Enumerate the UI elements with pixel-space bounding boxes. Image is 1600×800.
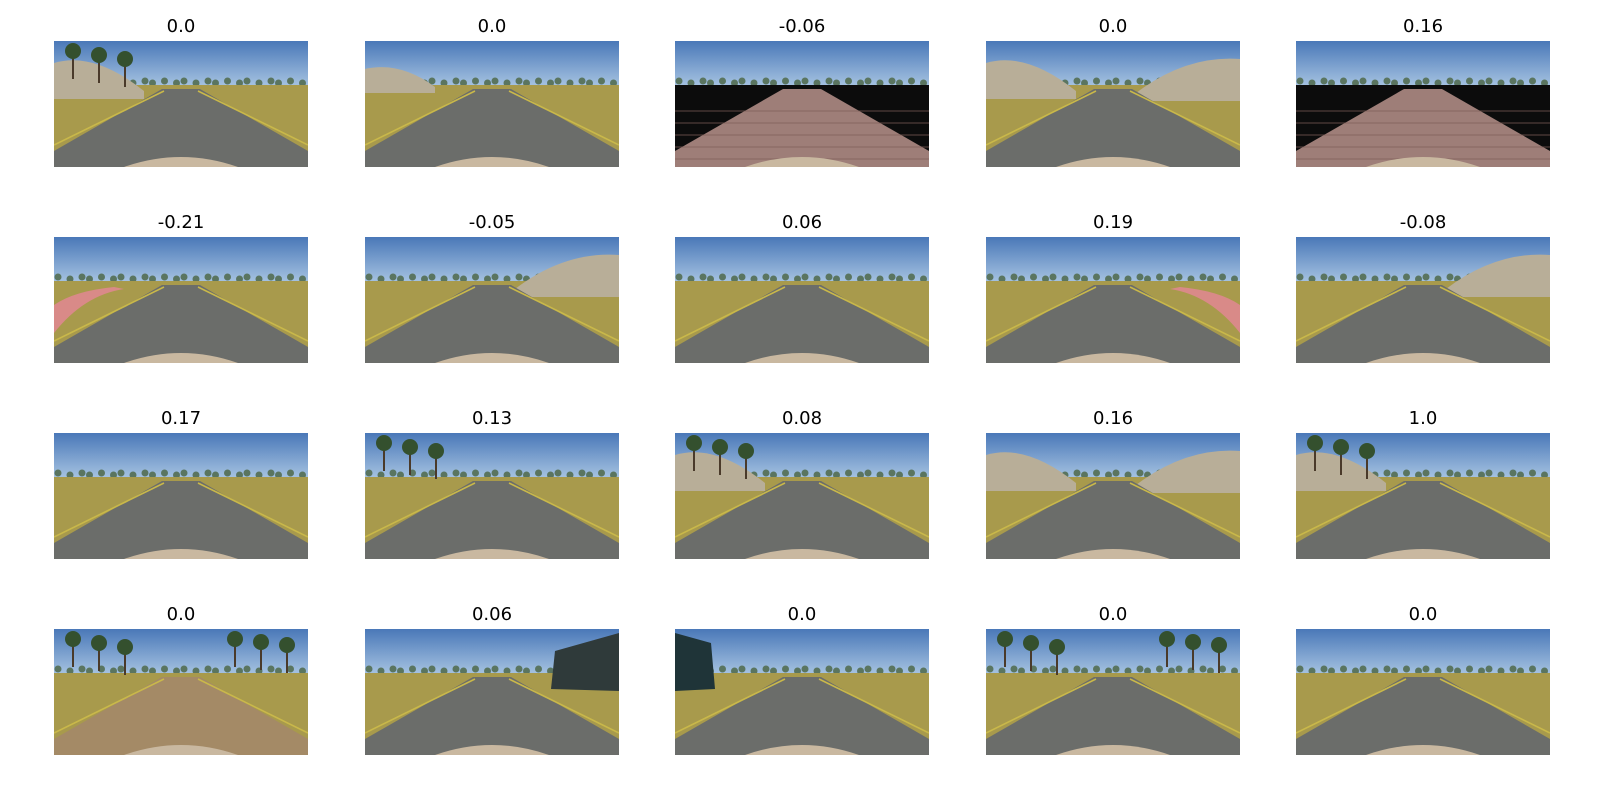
car-hood xyxy=(745,745,859,755)
road-surface xyxy=(365,89,619,167)
road-camera-image xyxy=(54,237,308,363)
road-surface xyxy=(675,285,929,363)
car-hood xyxy=(1056,353,1170,363)
steering-angle-label: -0.06 xyxy=(778,16,826,37)
car-hood xyxy=(435,353,549,363)
frame-cell: -0.06 xyxy=(675,15,929,167)
steering-angle-label: 0.17 xyxy=(160,408,202,429)
road-camera-image xyxy=(986,237,1240,363)
steering-angle-label: 0.19 xyxy=(1092,212,1134,233)
road-surface xyxy=(986,677,1240,755)
car-hood xyxy=(124,745,238,755)
car-hood xyxy=(1056,549,1170,559)
road-surface xyxy=(986,89,1240,167)
road-surface xyxy=(986,481,1240,559)
road-surface xyxy=(1296,285,1550,363)
frame-cell: 0.0 xyxy=(365,15,619,167)
road-surface xyxy=(986,285,1240,363)
frame-cell: 0.16 xyxy=(986,407,1240,559)
road-surface xyxy=(365,677,619,755)
steering-angle-label: 0.0 xyxy=(1098,16,1128,37)
car-hood xyxy=(435,549,549,559)
road-camera-image xyxy=(675,41,929,167)
road-camera-image xyxy=(675,433,929,559)
steering-angle-label: 0.0 xyxy=(787,604,817,625)
car-hood xyxy=(745,549,859,559)
steering-angle-label: 0.0 xyxy=(1098,604,1128,625)
steering-angle-label: 1.0 xyxy=(1408,408,1438,429)
road-surface xyxy=(54,677,308,755)
road-camera-image xyxy=(365,433,619,559)
frame-cell: 0.0 xyxy=(54,15,308,167)
steering-angle-label: 0.0 xyxy=(166,604,196,625)
road-surface xyxy=(1296,481,1550,559)
road-surface xyxy=(675,677,929,755)
frame-cell: 0.06 xyxy=(365,603,619,755)
frame-cell: -0.21 xyxy=(54,211,308,363)
road-camera-image xyxy=(675,237,929,363)
road-camera-image xyxy=(1296,41,1550,167)
road-camera-image xyxy=(365,237,619,363)
frame-cell: 0.06 xyxy=(675,211,929,363)
frame-cell: 0.13 xyxy=(365,407,619,559)
car-hood xyxy=(1366,353,1480,363)
steering-angle-label: -0.08 xyxy=(1399,212,1447,233)
road-surface xyxy=(675,481,929,559)
road-camera-image xyxy=(675,629,929,755)
car-hood xyxy=(1366,549,1480,559)
road-surface xyxy=(365,481,619,559)
steering-angle-label: 0.0 xyxy=(166,16,196,37)
road-camera-image xyxy=(1296,433,1550,559)
frame-cell: 0.0 xyxy=(675,603,929,755)
frame-cell: 0.19 xyxy=(986,211,1240,363)
road-surface xyxy=(1296,677,1550,755)
steering-angle-label: 0.0 xyxy=(477,16,507,37)
frame-cell: -0.05 xyxy=(365,211,619,363)
road-camera-image xyxy=(54,41,308,167)
steering-angle-label: 0.16 xyxy=(1402,16,1444,37)
road-camera-image xyxy=(986,433,1240,559)
car-hood xyxy=(435,745,549,755)
steering-angle-label: 0.06 xyxy=(471,604,513,625)
road-surface xyxy=(54,89,308,167)
steering-angle-label: -0.21 xyxy=(157,212,205,233)
road-camera-image xyxy=(365,41,619,167)
car-hood xyxy=(745,157,859,167)
frame-cell: 0.0 xyxy=(986,15,1240,167)
car-hood xyxy=(124,549,238,559)
frame-cell: -0.08 xyxy=(1296,211,1550,363)
car-hood xyxy=(124,353,238,363)
car-hood xyxy=(1366,745,1480,755)
car-hood xyxy=(1056,745,1170,755)
steering-angle-label: 0.06 xyxy=(781,212,823,233)
car-hood xyxy=(745,353,859,363)
frame-cell: 0.0 xyxy=(54,603,308,755)
car-hood xyxy=(1056,157,1170,167)
steering-angle-label: -0.05 xyxy=(468,212,516,233)
road-surface xyxy=(54,481,308,559)
steering-angle-label: 0.0 xyxy=(1408,604,1438,625)
car-hood xyxy=(1366,157,1480,167)
frame-cell: 0.17 xyxy=(54,407,308,559)
road-camera-image xyxy=(54,433,308,559)
car-hood xyxy=(435,157,549,167)
road-camera-image xyxy=(986,629,1240,755)
frame-cell: 0.0 xyxy=(986,603,1240,755)
road-camera-image xyxy=(365,629,619,755)
car-hood xyxy=(124,157,238,167)
road-camera-image xyxy=(1296,629,1550,755)
frame-cell: 1.0 xyxy=(1296,407,1550,559)
steering-angle-label: 0.13 xyxy=(471,408,513,429)
frame-cell: 0.16 xyxy=(1296,15,1550,167)
road-camera-image xyxy=(54,629,308,755)
road-camera-image xyxy=(1296,237,1550,363)
frame-cell: 0.0 xyxy=(1296,603,1550,755)
frame-cell: 0.08 xyxy=(675,407,929,559)
road-surface xyxy=(54,285,308,363)
steering-angle-label: 0.08 xyxy=(781,408,823,429)
steering-angle-label: 0.16 xyxy=(1092,408,1134,429)
road-surface xyxy=(365,285,619,363)
road-camera-image xyxy=(986,41,1240,167)
